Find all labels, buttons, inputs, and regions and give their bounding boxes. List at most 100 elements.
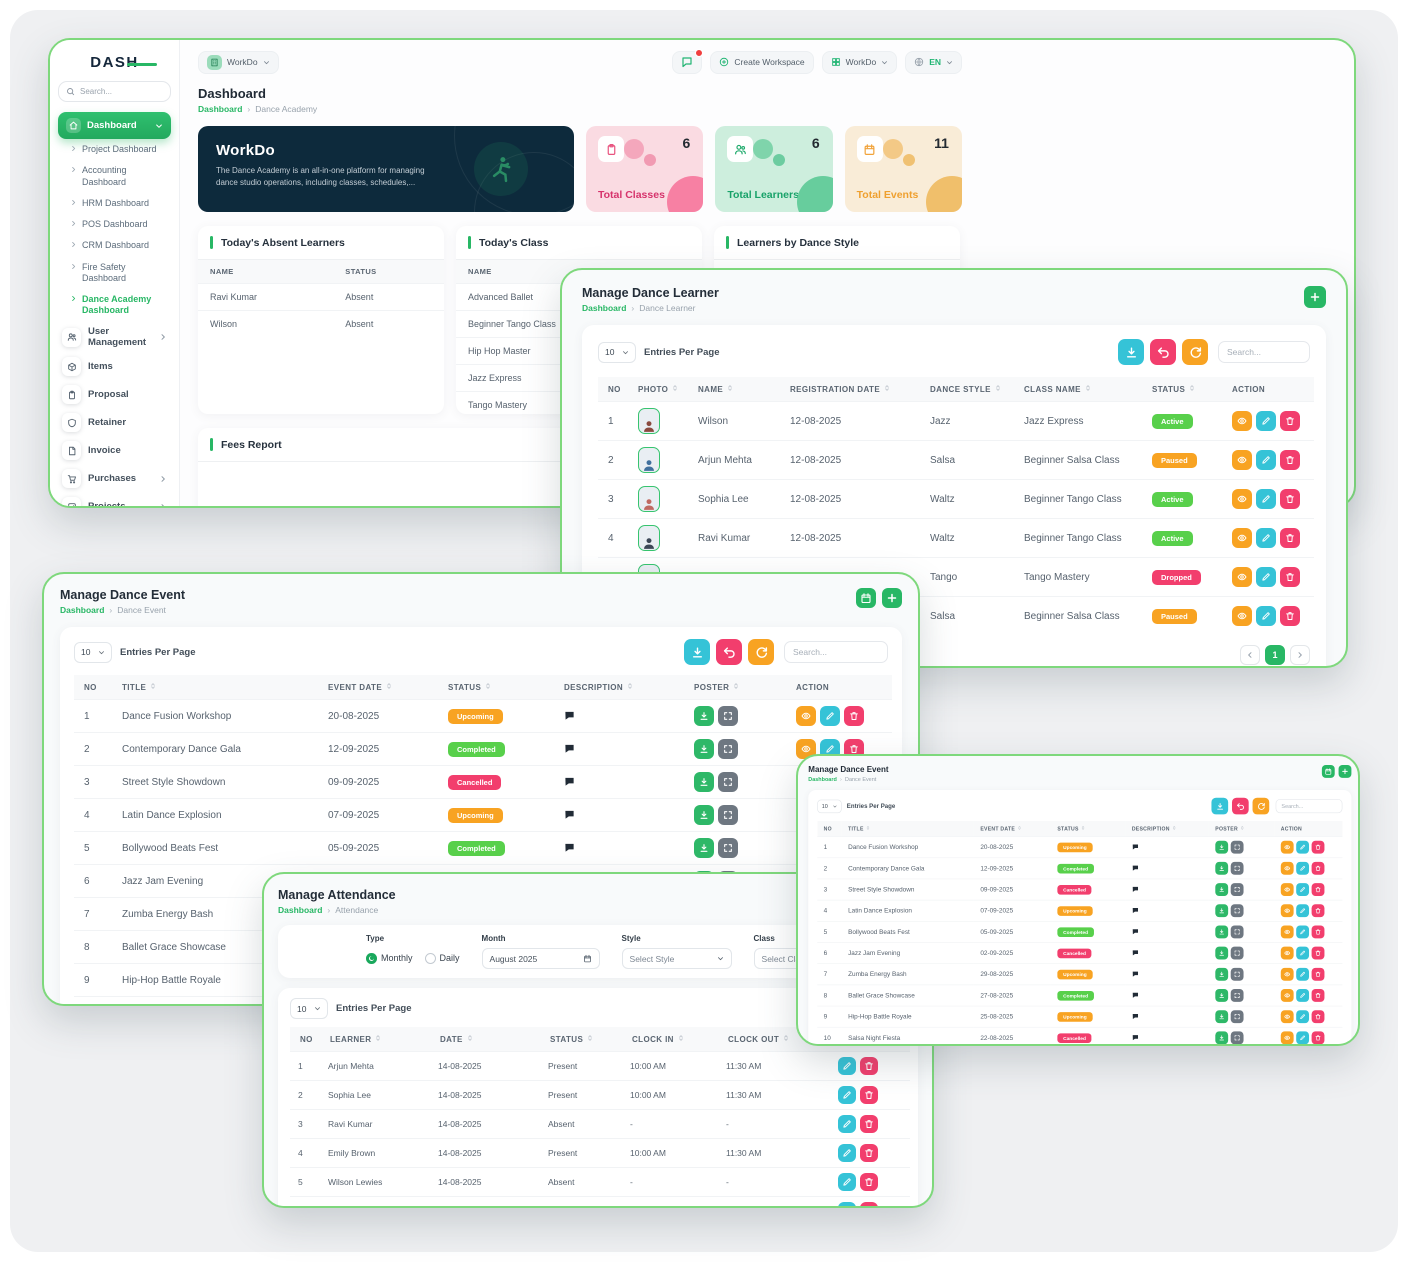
refresh-button[interactable] bbox=[1252, 797, 1270, 815]
description-bubble-icon[interactable] bbox=[564, 710, 575, 721]
delete-button[interactable] bbox=[1280, 450, 1300, 470]
column-header[interactable]: EVENT DATE bbox=[973, 820, 1051, 837]
search-input[interactable] bbox=[1275, 799, 1343, 814]
next-page-button[interactable] bbox=[1290, 645, 1310, 665]
poster-preview-button[interactable] bbox=[718, 805, 738, 825]
view-button[interactable] bbox=[1280, 967, 1294, 981]
column-header[interactable]: NO bbox=[817, 820, 842, 837]
delete-button[interactable] bbox=[1311, 904, 1325, 918]
view-button[interactable] bbox=[796, 706, 816, 726]
description-bubble-icon[interactable] bbox=[564, 809, 575, 820]
column-header[interactable]: STATUS bbox=[438, 675, 554, 700]
delete-button[interactable] bbox=[1280, 606, 1300, 626]
view-button[interactable] bbox=[1232, 567, 1252, 587]
edit-button[interactable] bbox=[1296, 1010, 1310, 1024]
poster-download-button[interactable] bbox=[1215, 989, 1229, 1002]
delete-button[interactable] bbox=[1280, 567, 1300, 587]
edit-button[interactable] bbox=[1296, 989, 1310, 1002]
column-header[interactable]: DATE bbox=[430, 1027, 540, 1052]
delete-button[interactable] bbox=[860, 1115, 878, 1133]
description-bubble-icon[interactable] bbox=[1132, 907, 1139, 914]
search-input[interactable] bbox=[784, 641, 888, 663]
column-header[interactable]: NO bbox=[74, 675, 112, 700]
delete-button[interactable] bbox=[860, 1202, 878, 1206]
delete-button[interactable] bbox=[1280, 528, 1300, 548]
edit-button[interactable] bbox=[1256, 450, 1276, 470]
breadcrumb-root[interactable]: Dashboard bbox=[582, 303, 627, 313]
poster-preview-button[interactable] bbox=[1230, 904, 1244, 918]
poster-download-button[interactable] bbox=[694, 706, 714, 726]
view-button[interactable] bbox=[1280, 883, 1294, 896]
poster-preview-button[interactable] bbox=[1230, 1010, 1244, 1024]
delete-button[interactable] bbox=[1311, 861, 1325, 875]
description-bubble-icon[interactable] bbox=[1132, 950, 1139, 957]
view-button[interactable] bbox=[1232, 450, 1252, 470]
sidebar-item[interactable]: Invoice bbox=[58, 437, 171, 465]
delete-button[interactable] bbox=[1311, 1031, 1325, 1044]
view-button[interactable] bbox=[1232, 489, 1252, 509]
description-bubble-icon[interactable] bbox=[1132, 1034, 1139, 1041]
radio-monthly[interactable]: Monthly bbox=[366, 952, 413, 964]
column-header[interactable]: STATUS bbox=[1142, 377, 1222, 402]
column-header[interactable]: PHOTO bbox=[628, 377, 688, 402]
view-button[interactable] bbox=[1280, 840, 1294, 854]
edit-button[interactable] bbox=[1256, 567, 1276, 587]
column-header[interactable]: DESCRIPTION bbox=[1125, 820, 1209, 837]
description-bubble-icon[interactable] bbox=[1132, 844, 1139, 851]
edit-button[interactable] bbox=[838, 1086, 856, 1104]
delete-button[interactable] bbox=[1311, 925, 1325, 939]
description-bubble-icon[interactable] bbox=[1132, 1013, 1139, 1020]
poster-download-button[interactable] bbox=[694, 805, 714, 825]
poster-preview-button[interactable] bbox=[718, 739, 738, 759]
sidebar-item[interactable]: Items bbox=[58, 353, 171, 381]
sidebar-search-input[interactable] bbox=[80, 87, 163, 96]
month-input[interactable]: August 2025 bbox=[481, 948, 600, 969]
breadcrumb-root[interactable]: Dashboard bbox=[808, 775, 837, 783]
sidebar-item[interactable]: User Management bbox=[58, 322, 171, 353]
poster-download-button[interactable] bbox=[1215, 1031, 1229, 1044]
column-header[interactable]: STATUS bbox=[540, 1027, 622, 1052]
learner-photo[interactable] bbox=[638, 486, 660, 512]
column-header[interactable]: POSTER bbox=[684, 675, 786, 700]
view-button[interactable] bbox=[1280, 946, 1294, 960]
edit-button[interactable] bbox=[1296, 840, 1310, 854]
breadcrumb-root[interactable]: Dashboard bbox=[278, 905, 323, 915]
view-button[interactable] bbox=[1280, 904, 1294, 918]
edit-button[interactable] bbox=[1296, 861, 1310, 875]
poster-preview-button[interactable] bbox=[718, 706, 738, 726]
entries-per-page-select[interactable]: 10 bbox=[290, 998, 328, 1019]
add-event-button[interactable] bbox=[882, 588, 902, 608]
prev-page-button[interactable] bbox=[1240, 645, 1260, 665]
search-input[interactable] bbox=[1218, 341, 1310, 363]
poster-download-button[interactable] bbox=[694, 772, 714, 792]
refresh-button[interactable] bbox=[1182, 339, 1208, 365]
delete-button[interactable] bbox=[860, 1086, 878, 1104]
sidebar-subitem[interactable]: POS Dashboard bbox=[58, 214, 171, 235]
delete-button[interactable] bbox=[1311, 840, 1325, 854]
delete-button[interactable] bbox=[860, 1144, 878, 1162]
sidebar-item[interactable]: Proposal bbox=[58, 381, 171, 409]
view-button[interactable] bbox=[1232, 528, 1252, 548]
edit-button[interactable] bbox=[820, 706, 840, 726]
edit-button[interactable] bbox=[838, 1144, 856, 1162]
calendar-view-button[interactable] bbox=[1321, 764, 1335, 778]
poster-preview-button[interactable] bbox=[1230, 946, 1244, 960]
sidebar-subitem[interactable]: Project Dashboard bbox=[58, 139, 171, 160]
column-header[interactable]: TITLE bbox=[841, 820, 974, 837]
view-button[interactable] bbox=[1232, 411, 1252, 431]
sidebar-item[interactable]: Projects bbox=[58, 493, 171, 506]
column-header[interactable]: REGISTRATION DATE bbox=[780, 377, 920, 402]
view-button[interactable] bbox=[1232, 606, 1252, 626]
description-bubble-icon[interactable] bbox=[1132, 886, 1139, 893]
poster-download-button[interactable] bbox=[1215, 925, 1229, 939]
view-button[interactable] bbox=[1280, 1010, 1294, 1024]
poster-download-button[interactable] bbox=[1215, 904, 1229, 918]
poster-download-button[interactable] bbox=[694, 739, 714, 759]
sidebar-item[interactable]: Retainer bbox=[58, 409, 171, 437]
column-header[interactable]: NO bbox=[290, 1027, 320, 1052]
description-bubble-icon[interactable] bbox=[564, 842, 575, 853]
poster-download-button[interactable] bbox=[1215, 1010, 1229, 1024]
reset-button[interactable] bbox=[716, 639, 742, 665]
learner-photo[interactable] bbox=[638, 525, 660, 551]
view-button[interactable] bbox=[1280, 925, 1294, 939]
